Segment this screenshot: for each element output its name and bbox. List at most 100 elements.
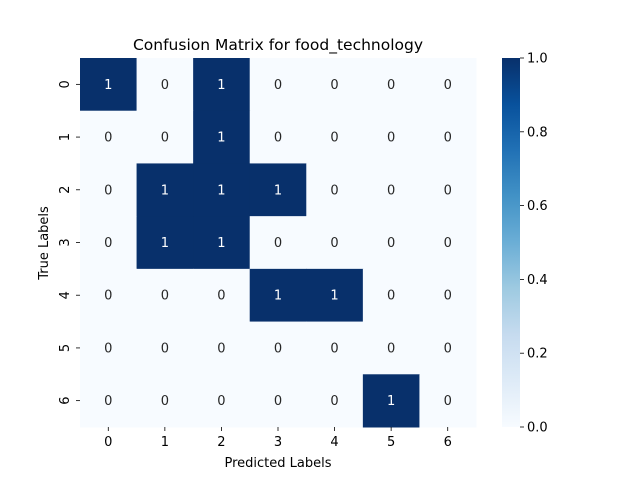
cell-value-r5-c6: 0 [444,341,452,356]
x-axis-ticks: 0 1 2 3 4 5 6 [104,427,452,450]
cell-value-r6-c0: 0 [104,394,112,409]
cell-value-r4-c0: 0 [104,289,112,304]
heatmap-cell-r0-c0 [80,58,138,112]
heatmap-cell-r0-c3 [249,58,307,112]
heatmap-cell-r5-c3 [249,321,307,375]
heatmap-cell-r5-c6 [419,321,477,375]
colorbar [502,58,520,427]
heatmap-cell-r6-c4 [306,374,364,428]
cell-value-r1-c3: 0 [274,131,282,146]
heatmap-cell-r3-c4 [306,216,364,270]
heatmap-cell-r4-c5 [362,268,420,323]
cell-value-r2-c6: 0 [444,183,452,198]
x-tick-label-1: 1 [161,435,169,450]
cell-value-r1-c4: 0 [330,131,338,146]
cell-value-r3-c2: 1 [217,236,225,251]
heatmap-cell-r4-c1 [136,268,194,323]
cell-value-r6-c6: 0 [444,394,452,409]
heatmap-cell-r0-c1 [136,58,194,112]
cell-value-r0-c4: 0 [330,78,338,93]
cell-value-r5-c3: 0 [274,341,282,356]
cell-value-r0-c3: 0 [274,78,282,93]
heatmap-cell-r4-c3 [249,268,307,323]
cell-value-r0-c5: 0 [387,78,395,93]
x-axis-label: Predicted Labels [224,456,331,471]
heatmap-cell-r6-c2 [193,374,251,428]
y-axis-label: True Labels [37,206,52,281]
heatmap-cell-r6-c0 [80,374,138,428]
heatmap-cell-r3-c3 [249,216,307,270]
cell-value-r4-c3: 1 [274,289,282,304]
heatmap-cell-r0-c2 [193,58,251,112]
cell-value-r2-c1: 1 [161,183,169,198]
cell-value-r2-c0: 0 [104,183,112,198]
cell-value-r3-c0: 0 [104,236,112,251]
cell-value-r4-c5: 0 [387,289,395,304]
x-tick-label-3: 3 [274,435,282,450]
heatmap-cell-r1-c4 [306,110,364,164]
heatmap-cell-r1-c6 [419,110,477,164]
heatmap-cell-r2-c5 [362,163,420,217]
heatmap-cell-r2-c2 [193,163,251,217]
colorbar-tick-label-0.2: 0.2 [527,347,548,362]
cell-value-r5-c4: 0 [330,341,338,356]
y-tick-label-0: 0 [58,80,73,88]
heatmap-cell-r6-c5 [362,374,420,428]
heatmap-cell-r1-c1 [136,110,194,164]
cell-value-r0-c2: 1 [217,78,225,93]
colorbar-tick-label-0.4: 0.4 [527,273,548,288]
cell-value-r5-c5: 0 [387,341,395,356]
cell-value-r2-c2: 1 [217,183,225,198]
heatmap-cell-r6-c6 [419,374,477,428]
cell-value-r2-c5: 0 [387,183,395,198]
heatmap-cell-r3-c0 [80,216,138,270]
heatmap-cells [80,58,477,428]
cell-value-r2-c4: 0 [330,183,338,198]
cell-value-r0-c0: 1 [104,78,112,93]
cell-value-r6-c4: 0 [330,394,338,409]
heatmap-cell-r1-c5 [362,110,420,164]
heatmap-cell-r5-c1 [136,321,194,375]
colorbar-tick-label-1.0: 1.0 [527,52,548,67]
heatmap-cell-r3-c2 [193,216,251,270]
heatmap-cell-r3-c5 [362,216,420,270]
heatmap-cell-r2-c3 [249,163,307,217]
cell-value-r6-c2: 0 [217,394,225,409]
y-tick-label-6: 6 [58,397,73,405]
cell-value-r5-c0: 0 [104,341,112,356]
cell-annotations: 1 0 1 0 0 0 0 0 0 1 0 0 0 0 0 1 1 1 0 0 0 0 1 1 0 0 0 0 0 0 0 1 1 0 0 0 0 0 0 0… [104,78,452,409]
x-tick-label-4: 4 [330,435,338,450]
heatmap-cell-r0-c6 [419,58,477,112]
heatmap-cell-r3-c1 [136,216,194,270]
heatmap-cell-r5-c2 [193,321,251,375]
cell-value-r3-c4: 0 [330,236,338,251]
cell-value-r1-c0: 0 [104,131,112,146]
cell-value-r6-c3: 0 [274,394,282,409]
cell-value-r4-c2: 0 [217,289,225,304]
cell-value-r6-c5: 1 [387,394,395,409]
heatmap-cell-r3-c6 [419,216,477,270]
heatmap-cell-r5-c0 [80,321,138,375]
y-axis-ticks: 0 1 2 3 4 5 6 [58,80,80,405]
heatmap-cell-r0-c4 [306,58,364,112]
heatmap-cell-r6-c3 [249,374,307,428]
heatmap-cell-r5-c5 [362,321,420,375]
colorbar-tick-label-0.8: 0.8 [527,125,548,140]
cell-value-r4-c6: 0 [444,289,452,304]
cell-value-r5-c1: 0 [161,341,169,356]
chart-title: Confusion Matrix for food_technology [133,36,423,55]
cell-value-r1-c5: 0 [387,131,395,146]
heatmap-cell-r4-c0 [80,268,138,323]
cell-value-r4-c4: 1 [330,289,338,304]
heatmap-cell-r6-c1 [136,374,194,428]
cell-value-r3-c6: 0 [444,236,452,251]
heatmap-cell-r1-c0 [80,110,138,164]
heatmap-cell-r4-c6 [419,268,477,323]
x-tick-label-6: 6 [444,435,452,450]
cell-value-r3-c1: 1 [161,236,169,251]
cell-value-r5-c2: 0 [217,341,225,356]
x-tick-label-5: 5 [387,435,395,450]
heatmap-cell-r2-c6 [419,163,477,217]
cell-value-r1-c2: 1 [217,131,225,146]
